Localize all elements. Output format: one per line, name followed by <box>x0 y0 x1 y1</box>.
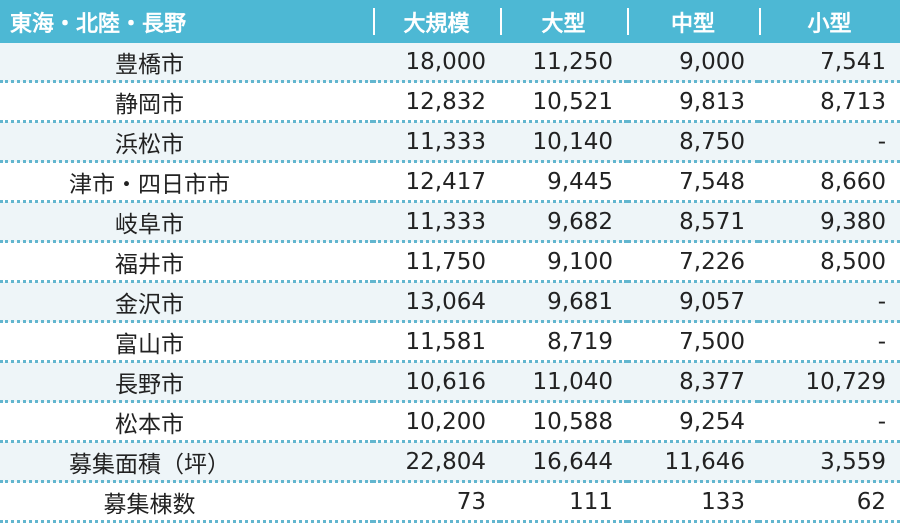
cell-small: 8,713 <box>759 81 900 123</box>
cell-small: 7,541 <box>759 43 900 83</box>
cell-large-scale: 11,750 <box>373 241 500 283</box>
cell-large: 10,588 <box>500 401 627 443</box>
cell-medium: 7,500 <box>627 321 759 363</box>
cell-large-scale: 12,417 <box>373 161 500 203</box>
row-label: 富山市 <box>0 321 373 363</box>
cell-small: - <box>759 121 900 163</box>
table-row: 津市・四日市市 12,417 9,445 7,548 8,660 <box>0 161 900 203</box>
cell-large: 8,719 <box>500 321 627 363</box>
table-row: 富山市 11,581 8,719 7,500 - <box>0 321 900 363</box>
row-label: 岐阜市 <box>0 201 373 243</box>
cell-large: 9,100 <box>500 241 627 283</box>
cell-small: 9,380 <box>759 201 900 243</box>
header-region: 東海・北陸・長野 <box>0 0 373 43</box>
header-small: 小型 <box>759 0 900 43</box>
table-row: 福井市 11,750 9,100 7,226 8,500 <box>0 241 900 283</box>
cell-large-scale: 73 <box>373 481 500 523</box>
cell-medium: 9,000 <box>627 43 759 83</box>
cell-large-scale: 10,616 <box>373 361 500 403</box>
cell-medium: 8,750 <box>627 121 759 163</box>
table-row: 岐阜市 11,333 9,682 8,571 9,380 <box>0 201 900 243</box>
cell-small: 8,500 <box>759 241 900 283</box>
cell-large-scale: 11,581 <box>373 321 500 363</box>
cell-large: 10,140 <box>500 121 627 163</box>
cell-medium: 11,646 <box>627 441 759 483</box>
row-label: 津市・四日市市 <box>0 161 373 203</box>
cell-small: 10,729 <box>759 361 900 403</box>
row-label: 豊橋市 <box>0 43 373 83</box>
table-row: 静岡市 12,832 10,521 9,813 8,713 <box>0 81 900 123</box>
cell-medium: 8,377 <box>627 361 759 403</box>
header-row: 東海・北陸・長野 大規模 大型 中型 小型 <box>0 0 900 43</box>
cell-large: 9,445 <box>500 161 627 203</box>
cell-medium: 9,813 <box>627 81 759 123</box>
cell-medium: 8,571 <box>627 201 759 243</box>
table-row-building-count: 募集棟数 73 111 133 62 <box>0 481 900 523</box>
table-header: 東海・北陸・長野 大規模 大型 中型 小型 <box>0 0 900 43</box>
cell-large-scale: 11,333 <box>373 201 500 243</box>
cell-small: - <box>759 321 900 363</box>
cell-small: 3,559 <box>759 441 900 483</box>
row-label: 浜松市 <box>0 121 373 163</box>
header-large: 大型 <box>500 0 627 43</box>
table-row-total-area: 募集面積（坪） 22,804 16,644 11,646 3,559 <box>0 441 900 483</box>
cell-large: 9,682 <box>500 201 627 243</box>
cell-large-scale: 22,804 <box>373 441 500 483</box>
cell-large-scale: 11,333 <box>373 121 500 163</box>
cell-large-scale: 18,000 <box>373 43 500 83</box>
cell-large: 10,521 <box>500 81 627 123</box>
cell-small: - <box>759 281 900 323</box>
row-label: 福井市 <box>0 241 373 283</box>
table-body: 豊橋市 18,000 11,250 9,000 7,541 静岡市 12,832… <box>0 43 900 523</box>
cell-large: 9,681 <box>500 281 627 323</box>
header-medium: 中型 <box>627 0 759 43</box>
cell-large: 111 <box>500 481 627 523</box>
table-row: 浜松市 11,333 10,140 8,750 - <box>0 121 900 163</box>
cell-medium: 9,057 <box>627 281 759 323</box>
cell-large: 11,040 <box>500 361 627 403</box>
table-row: 豊橋市 18,000 11,250 9,000 7,541 <box>0 43 900 83</box>
cell-medium: 9,254 <box>627 401 759 443</box>
row-label: 金沢市 <box>0 281 373 323</box>
row-label: 募集面積（坪） <box>0 441 373 483</box>
table-row: 長野市 10,616 11,040 8,377 10,729 <box>0 361 900 403</box>
row-label: 静岡市 <box>0 81 373 123</box>
cell-medium: 133 <box>627 481 759 523</box>
row-label: 松本市 <box>0 401 373 443</box>
row-label: 長野市 <box>0 361 373 403</box>
cell-small: 62 <box>759 481 900 523</box>
cell-large-scale: 10,200 <box>373 401 500 443</box>
cell-large: 16,644 <box>500 441 627 483</box>
table-row: 金沢市 13,064 9,681 9,057 - <box>0 281 900 323</box>
cell-large-scale: 12,832 <box>373 81 500 123</box>
table-row: 松本市 10,200 10,588 9,254 - <box>0 401 900 443</box>
cell-small: - <box>759 401 900 443</box>
cell-small: 8,660 <box>759 161 900 203</box>
cell-medium: 7,226 <box>627 241 759 283</box>
header-large-scale: 大規模 <box>373 0 500 43</box>
cell-large: 11,250 <box>500 43 627 83</box>
cell-large-scale: 13,064 <box>373 281 500 323</box>
cell-medium: 7,548 <box>627 161 759 203</box>
row-label: 募集棟数 <box>0 481 373 523</box>
